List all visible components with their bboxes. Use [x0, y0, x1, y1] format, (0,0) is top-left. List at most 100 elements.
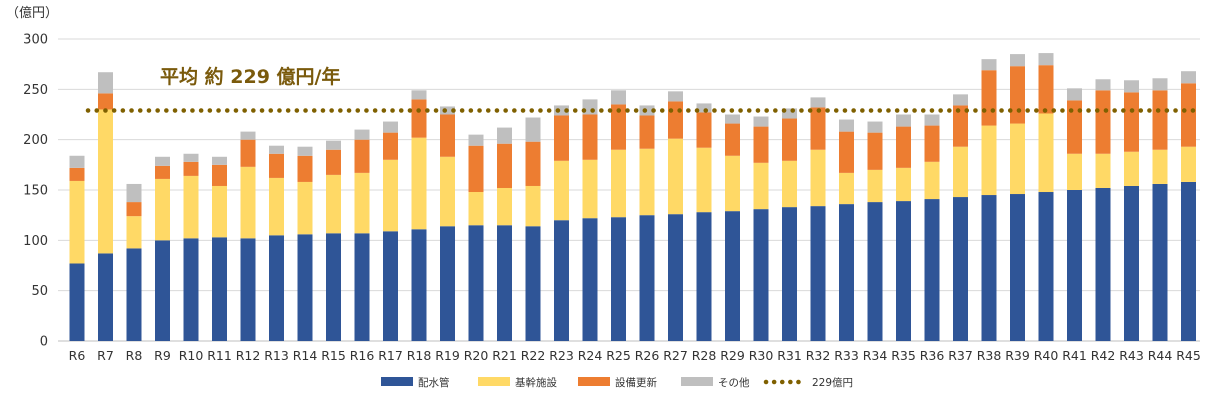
bar-R10-series-0 — [183, 238, 199, 341]
bar-R14-series-3 — [297, 146, 313, 156]
bar-R21-series-3 — [497, 127, 512, 144]
bar-R44-series-0 — [1152, 183, 1168, 341]
bar-R38-series-0 — [981, 195, 997, 341]
x-tick-label: R23 — [549, 348, 574, 363]
bar-R13-series-0 — [269, 235, 284, 341]
bar-R19-series-1 — [440, 156, 455, 227]
bar-R22-series-1 — [525, 185, 541, 227]
bar-R31-series-2 — [782, 118, 797, 161]
bar-R15-series-0 — [326, 233, 341, 341]
x-tick-label: R35 — [891, 348, 916, 363]
bar-R37-series-2 — [953, 105, 968, 147]
x-tick-label: R45 — [1176, 348, 1201, 363]
legend-label: 配水管 — [418, 376, 450, 389]
legend-label: 229億円 — [812, 376, 853, 389]
x-tick-label: R7 — [97, 348, 114, 363]
x-tick-label: R28 — [692, 348, 717, 363]
bar-R37-series-0 — [953, 197, 968, 341]
legend-label: 設備更新 — [615, 376, 657, 389]
bar-R28-series-3 — [696, 103, 712, 113]
bar-R35-series-3 — [896, 114, 911, 127]
bar-R8-series-2 — [126, 202, 142, 217]
x-tick-label: R37 — [948, 348, 973, 363]
bar-R27-series-0 — [668, 214, 683, 341]
bar-R23-series-2 — [554, 115, 569, 161]
bar-R40-series-0 — [1038, 192, 1054, 341]
bar-R30-series-2 — [753, 126, 769, 163]
bar-R39-series-1 — [1010, 123, 1025, 195]
bar-R31-series-1 — [782, 160, 797, 208]
bar-R16-series-3 — [354, 129, 370, 140]
bar-R16-series-0 — [354, 233, 370, 341]
bar-R8-series-1 — [126, 216, 142, 249]
bar-R20-series-3 — [468, 134, 484, 146]
x-tick-label: R18 — [407, 348, 432, 363]
x-tick-label: R10 — [179, 348, 204, 363]
y-tick-label: 150 — [23, 184, 48, 199]
x-tick-label: R43 — [1119, 348, 1144, 363]
bar-R21-series-1 — [497, 187, 512, 226]
bar-R33-series-1 — [839, 172, 854, 205]
bar-R11-series-0 — [212, 237, 227, 341]
bar-R29-series-1 — [725, 155, 740, 212]
y-tick-label: 100 — [23, 234, 48, 249]
legend-swatch-2 — [578, 377, 610, 386]
x-tick-label: R33 — [834, 348, 859, 363]
bar-R44-series-3 — [1152, 78, 1168, 91]
y-axis-ticks: 0 50 100 150 200 250 300 — [23, 33, 48, 350]
bar-R40-series-3 — [1038, 53, 1054, 66]
bar-R34-series-0 — [867, 202, 883, 341]
bar-R36-series-0 — [924, 199, 940, 341]
bar-R38-series-1 — [981, 125, 997, 196]
bar-R26-series-1 — [639, 148, 655, 216]
bar-R19-series-2 — [440, 114, 455, 157]
bar-R34-series-1 — [867, 169, 883, 203]
y-tick-label: 300 — [23, 33, 48, 48]
x-tick-label: R27 — [663, 348, 688, 363]
bar-R7-series-2 — [98, 93, 113, 110]
x-tick-label: R21 — [492, 348, 517, 363]
bar-R39-series-2 — [1010, 66, 1025, 124]
bar-R7-series-0 — [98, 253, 113, 341]
bar-R30-series-0 — [753, 209, 769, 341]
bar-R15-series-3 — [326, 140, 341, 150]
bar-R18-series-0 — [411, 229, 427, 341]
x-tick-label: R15 — [321, 348, 346, 363]
bar-R28-series-2 — [696, 112, 712, 148]
x-tick-label: R29 — [720, 348, 745, 363]
bar-R24-series-2 — [582, 114, 598, 160]
bar-R20-series-0 — [468, 225, 484, 341]
bar-R24-series-1 — [582, 159, 598, 219]
bar-R19-series-0 — [440, 226, 455, 341]
bar-R45-series-0 — [1181, 181, 1196, 341]
bar-R33-series-2 — [839, 131, 854, 173]
bar-R30-series-3 — [753, 116, 769, 127]
x-tick-label: R36 — [920, 348, 945, 363]
y-tick-label: 0 — [40, 335, 48, 350]
bar-R39-series-3 — [1010, 54, 1025, 67]
bar-R27-series-2 — [668, 101, 683, 139]
bar-R25-series-0 — [611, 217, 626, 341]
bar-R28-series-0 — [696, 212, 712, 341]
bar-R21-series-0 — [497, 225, 512, 341]
bar-R9-series-3 — [155, 156, 170, 166]
bar-R40-series-1 — [1038, 113, 1054, 193]
bar-R18-series-3 — [411, 90, 427, 100]
legend-label: 基幹施設 — [515, 376, 557, 389]
bar-R20-series-1 — [468, 192, 484, 226]
x-tick-label: R44 — [1148, 348, 1173, 363]
bar-R11-series-3 — [212, 156, 227, 165]
bar-R32-series-2 — [810, 107, 826, 150]
x-tick-label: R40 — [1034, 348, 1059, 363]
bar-R30-series-1 — [753, 162, 769, 210]
bar-R22-series-0 — [525, 226, 541, 341]
x-tick-label: R32 — [806, 348, 831, 363]
bar-R14-series-2 — [297, 155, 313, 182]
x-tick-label: R9 — [154, 348, 171, 363]
bar-R13-series-3 — [269, 145, 284, 154]
bar-R7-series-1 — [98, 109, 113, 254]
x-tick-label: R38 — [977, 348, 1002, 363]
x-tick-label: R30 — [749, 348, 774, 363]
bar-R31-series-3 — [782, 108, 797, 119]
bar-R36-series-2 — [924, 125, 940, 162]
